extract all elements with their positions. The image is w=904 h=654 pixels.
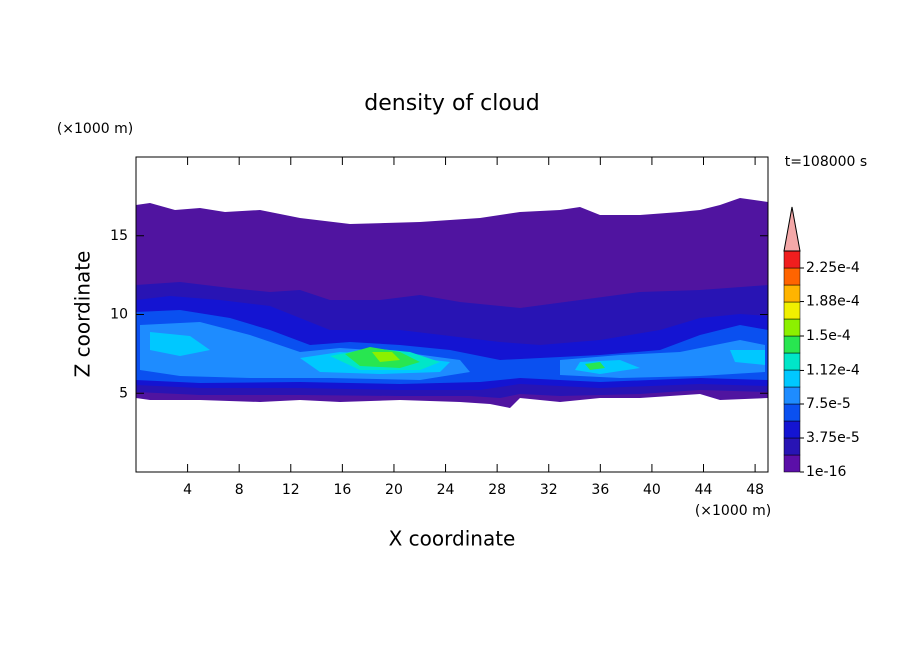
y-axis-label: Z coordinate <box>71 251 95 378</box>
x-tick-label: 24 <box>437 482 455 498</box>
x-tick-label: 4 <box>183 482 192 498</box>
x-tick-label: 16 <box>333 482 351 498</box>
x-tick-label: 20 <box>385 482 403 498</box>
x-tick-label: 36 <box>591 482 609 498</box>
colorbar-swatch <box>783 318 801 337</box>
colorbar-tick-label: 3.75e-5 <box>806 430 860 446</box>
y-tick-label: 10 <box>110 307 128 323</box>
colorbar-swatch <box>783 386 801 405</box>
colorbar-swatch <box>783 437 801 456</box>
x-tick-label: 28 <box>488 482 506 498</box>
colorbar-tick-label: 7.5e-5 <box>806 396 851 412</box>
x-tick-label: 8 <box>235 482 244 498</box>
x-tick-label: 40 <box>643 482 661 498</box>
colorbar-tick-label: 1e-16 <box>806 464 846 480</box>
x-tick-label: 12 <box>282 482 300 498</box>
colorbar-tick-label: 2.25e-4 <box>806 260 860 276</box>
colorbar-tick-label: 1.5e-4 <box>806 328 851 344</box>
time-annotation: t=108000 s <box>785 154 867 170</box>
colorbar-swatch <box>783 352 801 371</box>
colorbar-tick-label: 1.12e-4 <box>806 362 860 378</box>
x-tick-label: 44 <box>695 482 713 498</box>
colorbar-swatch <box>783 250 801 269</box>
colorbar-swatch <box>783 267 801 286</box>
x-unit: (×1000 m) <box>695 503 771 519</box>
y-unit: (×1000 m) <box>57 121 133 137</box>
colorbar-swatch <box>783 301 801 320</box>
x-tick-label: 32 <box>540 482 558 498</box>
colorbar-swatch <box>783 284 801 303</box>
y-tick-label: 15 <box>110 228 128 244</box>
x-tick-label: 48 <box>746 482 764 498</box>
chart-title: density of cloud <box>364 91 539 116</box>
colorbar-swatch <box>783 335 801 354</box>
colorbar-extend <box>783 206 801 252</box>
colorbar-swatch <box>783 369 801 388</box>
colorbar-swatch <box>783 420 801 439</box>
contour-field <box>136 198 768 408</box>
x-axis-label: X coordinate <box>389 527 516 551</box>
colorbar-tick-label: 1.88e-4 <box>806 294 860 310</box>
colorbar-swatch <box>783 403 801 422</box>
colorbar-swatch <box>783 454 801 473</box>
y-tick-label: 5 <box>119 385 128 401</box>
